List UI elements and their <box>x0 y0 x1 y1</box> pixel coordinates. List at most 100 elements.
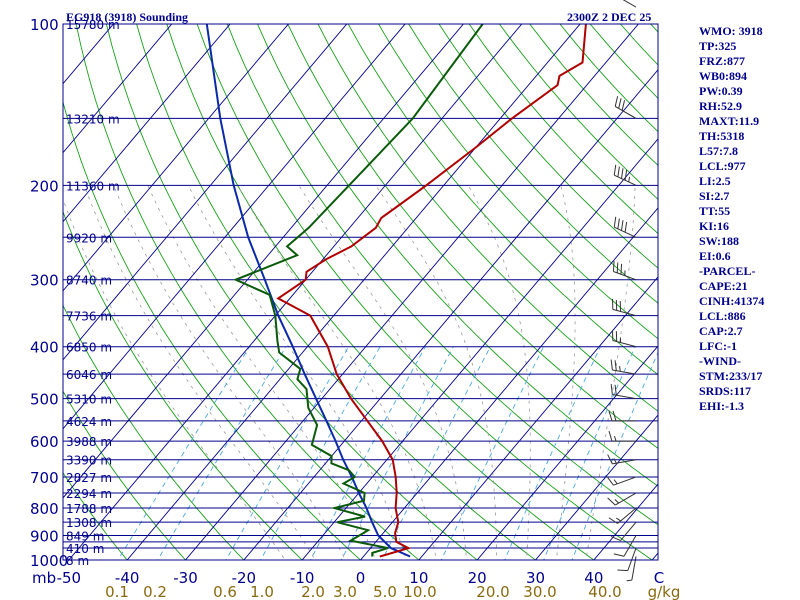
dry-adiabat <box>287 24 658 449</box>
sounding-index-item: SRDS:117 <box>699 384 752 398</box>
dry-adiabat <box>347 24 658 376</box>
sounding-indices-panel: WMO: 3918 TP:325 FRZ:877 WB0:894 PW:0.39 RH:5… <box>699 24 764 414</box>
sounding-index-item: CINH:41374 <box>699 294 765 308</box>
wind-barb-flag <box>617 218 620 229</box>
sounding-index-item: PW:0.39 <box>699 84 743 98</box>
mixing-ratio-line <box>157 346 287 560</box>
wind-barb <box>614 96 637 119</box>
height-label: 8 m <box>66 554 89 568</box>
wind-barb-staff <box>612 308 637 317</box>
plot-frame <box>62 23 659 561</box>
wind-barb-flag <box>608 517 618 524</box>
temperature-tick-label: 20 <box>468 569 487 587</box>
wind-barb <box>612 298 637 317</box>
wind-barb <box>610 521 637 542</box>
wind-barb-flag <box>621 168 624 179</box>
sounding-index-item: CAPE:21 <box>699 279 748 293</box>
moist-adiabat <box>467 185 531 560</box>
height-label: 6046 m <box>66 368 112 382</box>
wind-barb-flag <box>617 166 620 177</box>
temperature-profile-line <box>276 24 588 558</box>
temperature-tick-label: 40 <box>584 569 603 587</box>
sounding-index-item: -PARCEL- <box>699 264 756 278</box>
wind-barb-flag <box>608 410 613 421</box>
wind-barb <box>608 507 637 524</box>
mixing-ratio-line <box>260 346 381 560</box>
wind-barb <box>610 359 637 375</box>
wind-barb <box>613 535 637 557</box>
wind-barb-staff <box>627 547 637 571</box>
temperature-tick-label: -10 <box>290 569 315 587</box>
mixing-ratio-label: 3.0 <box>333 583 357 600</box>
height-label: 8740 m <box>66 274 112 288</box>
height-label: 3390 m <box>66 454 112 468</box>
wind-barb-half-flag <box>614 435 617 442</box>
temperature-tick-label: -50 <box>57 569 82 587</box>
sounding-index-item: WMO: 3918 <box>699 24 763 38</box>
moist-adiabat <box>147 185 377 560</box>
pressure-tick-label: 100 <box>30 16 59 34</box>
dry-adiabat <box>196 24 654 560</box>
wind-barb-staff <box>623 535 637 557</box>
pressure-tick-label: 500 <box>30 391 59 409</box>
mixing-ratio-label: 5.0 <box>373 583 397 600</box>
wind-barb-flag <box>614 360 617 371</box>
sounding-index-item: MAXT:11.9 <box>699 114 760 128</box>
wind-barb-half-flag <box>616 517 621 522</box>
isotherm-line <box>63 24 348 361</box>
sounding-index-item: L57:7.8 <box>699 144 738 158</box>
wind-barb-flag <box>621 100 626 111</box>
wind-barb-staff <box>620 521 637 541</box>
wind-barb-half-flag <box>628 176 630 183</box>
pressure-tick-label: 700 <box>30 469 59 487</box>
wind-barb <box>613 216 637 238</box>
mixing-ratio-label: 20.0 <box>476 583 509 600</box>
moist-adiabat <box>113 185 346 560</box>
wind-barb <box>607 454 637 465</box>
mixing-ratio-line <box>309 346 426 560</box>
wind-barbs <box>606 0 637 582</box>
height-label: 15780 m <box>66 18 120 32</box>
wind-barb-flag <box>624 169 628 181</box>
wind-barb-flag <box>608 430 613 442</box>
wind-barb-flag <box>613 553 625 557</box>
dry-adiabat <box>63 471 128 560</box>
height-label: 11360 m <box>66 179 120 193</box>
moist-adiabat <box>83 185 316 560</box>
temperature-tick-label: 0 <box>356 569 366 587</box>
wind-barb <box>612 330 637 348</box>
wind-barb <box>607 492 637 506</box>
height-label: 849 m <box>66 529 104 543</box>
wind-barb-flag <box>606 476 614 486</box>
dry-adiabat <box>378 24 658 340</box>
moist-adiabat <box>555 185 576 560</box>
height-label: 6850 m <box>66 341 112 355</box>
wind-barb-flag <box>610 384 613 395</box>
wind-barb <box>617 547 637 572</box>
isotherm-line <box>184 24 640 560</box>
mixing-ratio-label: 2.0 <box>301 583 325 600</box>
isotherm-line <box>476 345 658 560</box>
pressure-tick-label: 900 <box>30 527 59 545</box>
moist-adiabat <box>585 185 636 560</box>
wind-barb-flag <box>620 263 623 275</box>
wind-barb-flag <box>618 98 622 109</box>
mixing-ratio-label: g/kg <box>648 583 681 600</box>
sounding-index-item: WB0:894 <box>699 69 747 83</box>
wind-barb-half-flag <box>613 458 617 464</box>
mixing-ratio-label: 1.0 <box>250 583 274 600</box>
isotherm-line <box>63 24 173 154</box>
wind-barb-flag <box>621 220 624 231</box>
isotherm-line <box>534 414 658 560</box>
wind-barb-staff <box>612 340 637 348</box>
isotherm-line <box>126 24 581 560</box>
pressure-tick-label: 400 <box>30 339 59 357</box>
wind-barb-flag <box>612 410 617 421</box>
sounding-index-item: STM:233/17 <box>699 369 763 383</box>
wind-barb <box>608 430 636 442</box>
dry-adiabat <box>317 24 658 412</box>
wind-barb-half-flag <box>619 366 621 372</box>
height-label: 9920 m <box>66 231 112 245</box>
isotherm-line <box>418 276 658 560</box>
